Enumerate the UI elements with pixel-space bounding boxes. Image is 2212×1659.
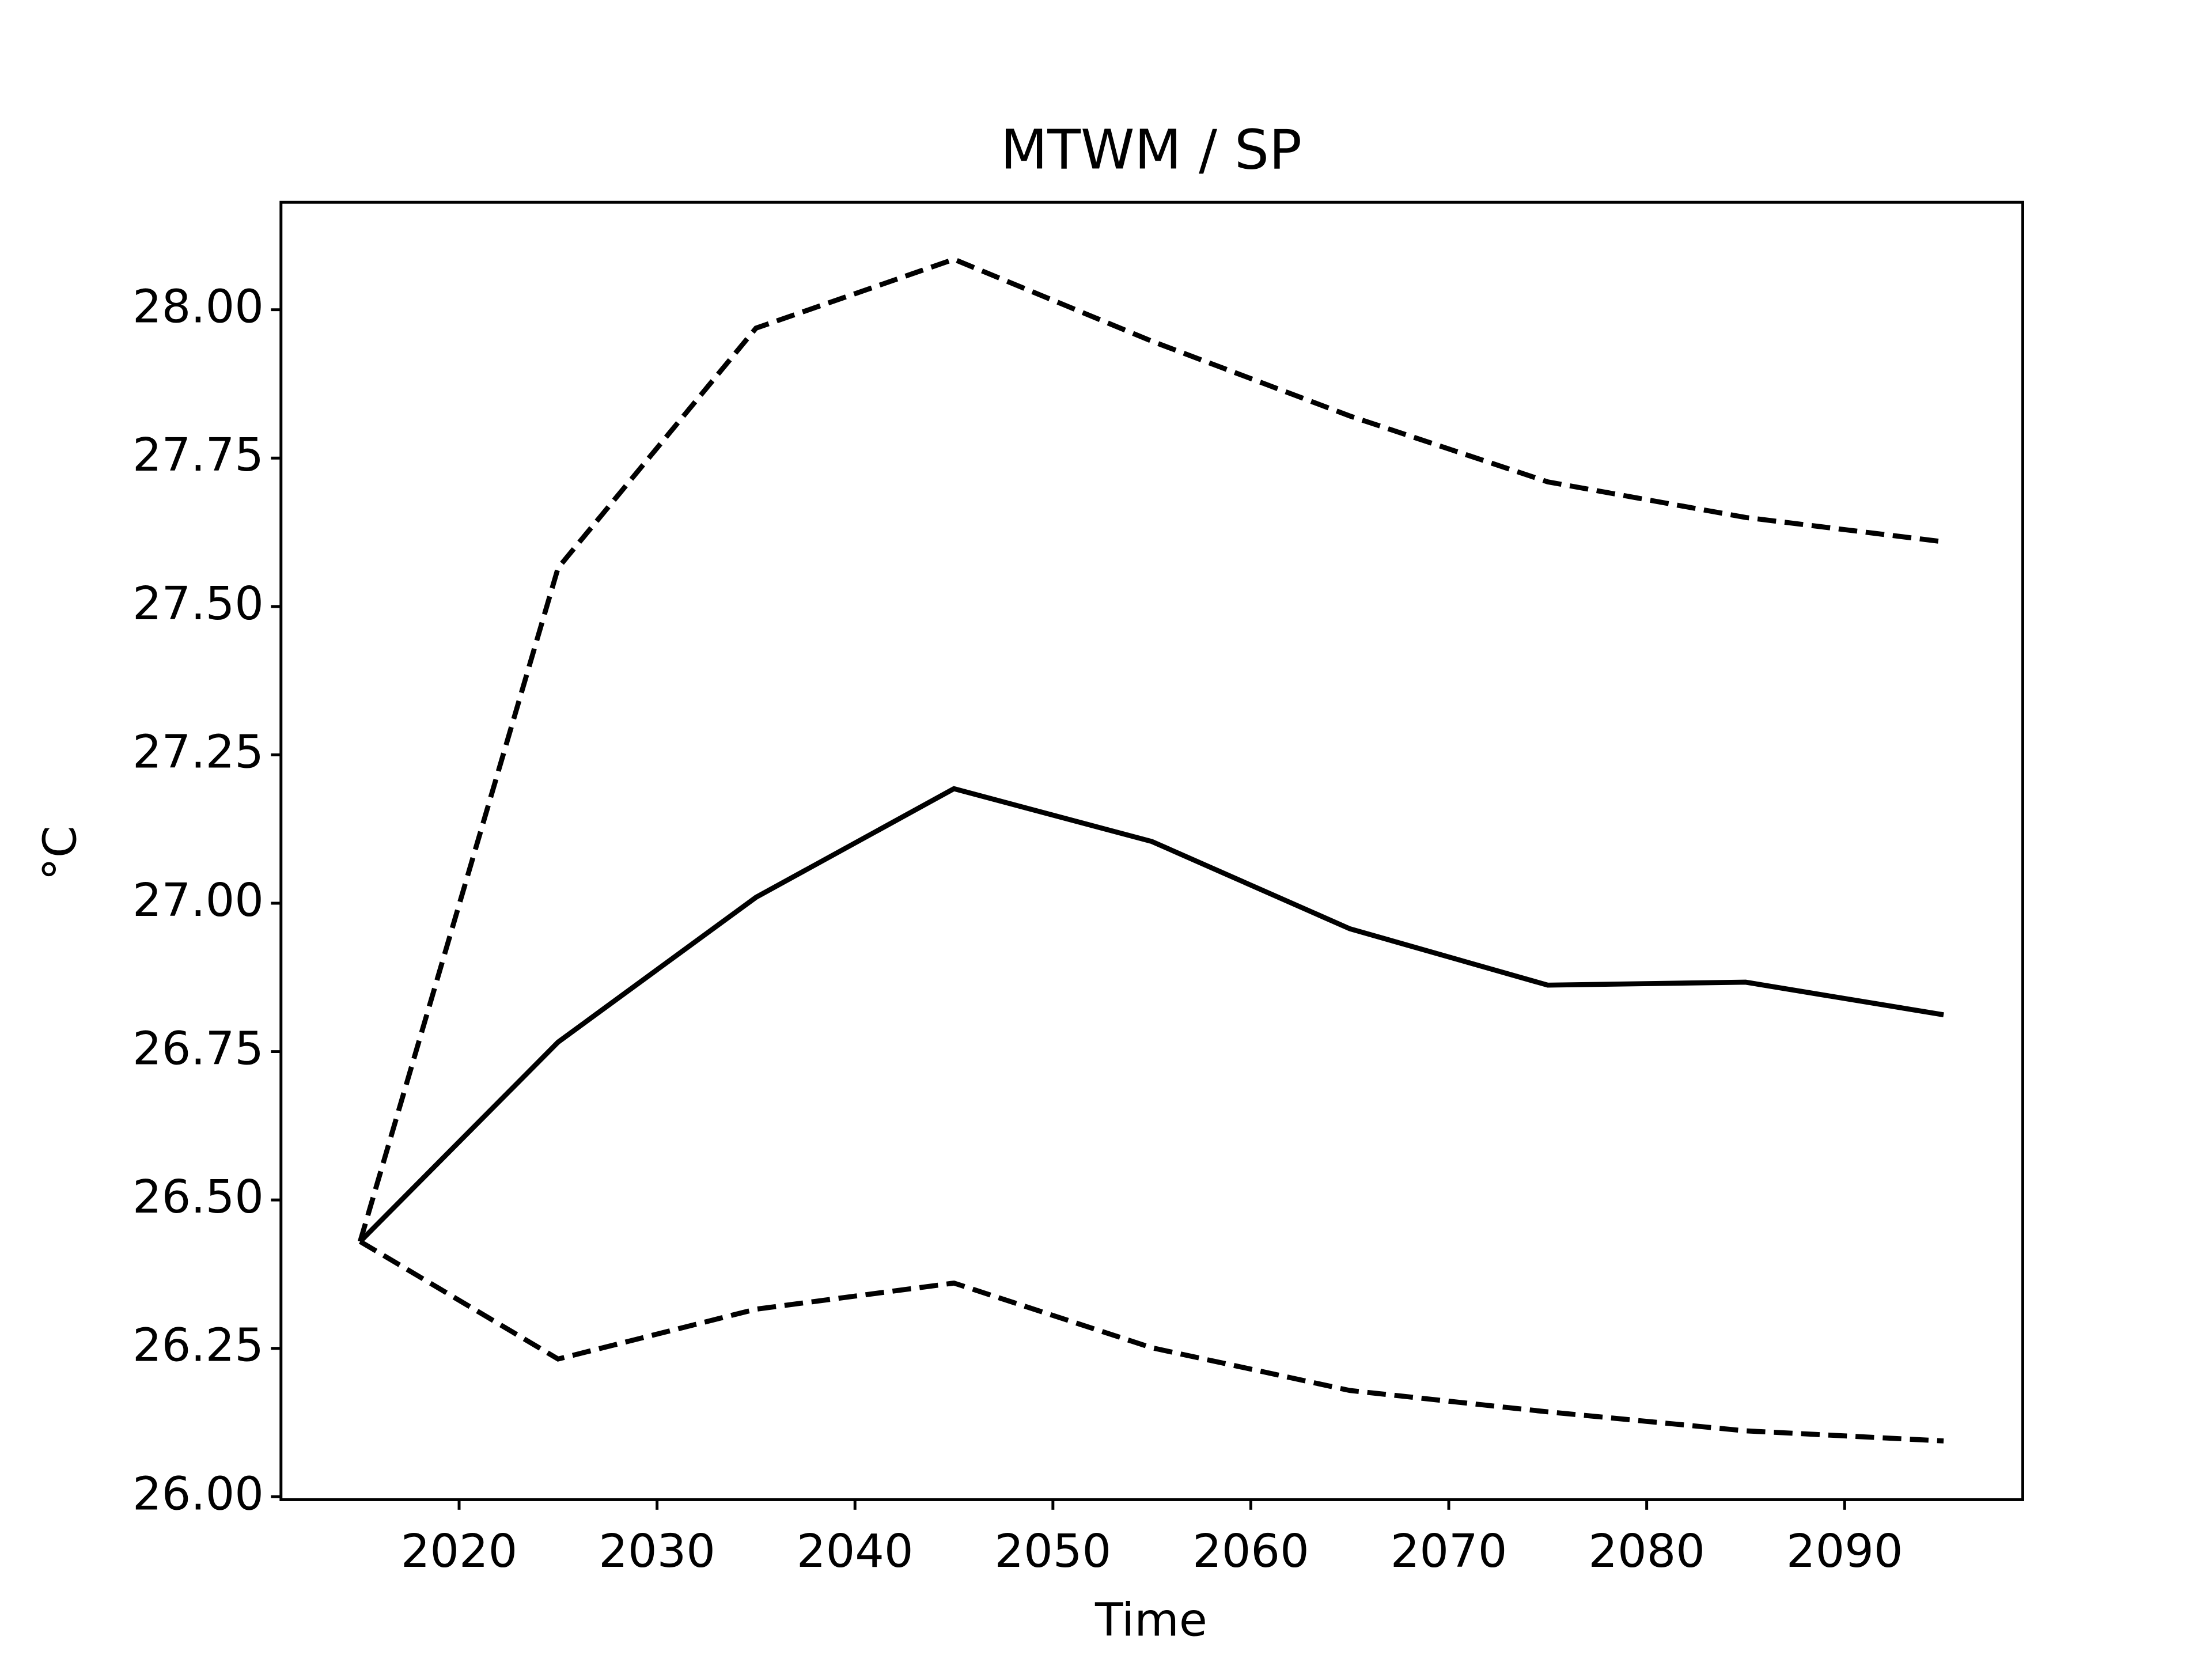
x-tick-label: 2060 xyxy=(1192,1524,1309,1578)
y-tick-label: 27.50 xyxy=(132,577,264,630)
y-tick-label: 27.25 xyxy=(132,725,264,778)
x-axis-label: Time xyxy=(1094,1593,1207,1646)
y-tick-label: 26.00 xyxy=(132,1467,264,1520)
y-tick-label: 26.50 xyxy=(132,1170,264,1224)
x-tick-label: 2020 xyxy=(401,1524,518,1578)
y-axis-label: °C xyxy=(33,825,86,880)
plot-frame xyxy=(279,200,2024,1501)
data-line xyxy=(358,1239,1944,1444)
x-tick-label: 2030 xyxy=(599,1524,715,1578)
x-tick-label: 2070 xyxy=(1391,1524,1508,1578)
x-tick-label: 2080 xyxy=(1588,1524,1705,1578)
x-tick-label: 2050 xyxy=(995,1524,1112,1578)
y-tick-label: 27.00 xyxy=(132,873,264,927)
data-line xyxy=(358,786,1944,1244)
y-tick-label: 27.75 xyxy=(132,428,264,482)
y-tick-label: 26.75 xyxy=(132,1022,264,1075)
y-tick-label: 26.25 xyxy=(132,1319,264,1372)
x-tick-label: 2090 xyxy=(1786,1524,1903,1578)
chart-title: MTWM / SP xyxy=(1001,118,1302,181)
data-line xyxy=(358,256,1944,1243)
x-tick-label: 2040 xyxy=(797,1524,914,1578)
y-tick-label: 28.00 xyxy=(132,280,264,334)
